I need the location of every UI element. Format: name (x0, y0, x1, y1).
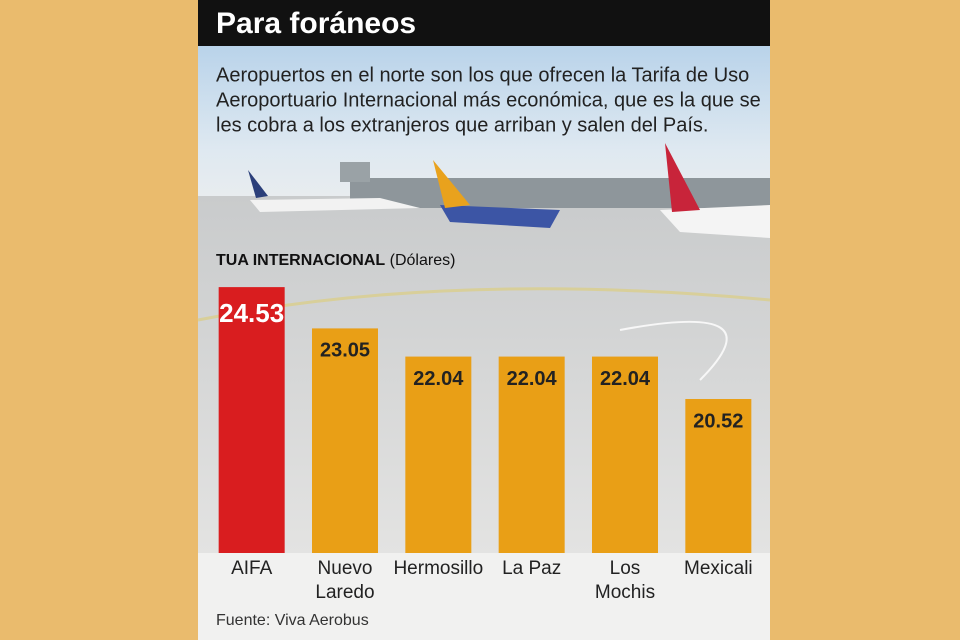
value-label: 22.04 (600, 368, 651, 390)
bar (312, 328, 378, 553)
value-label: 22.04 (413, 368, 464, 390)
intro-line: Aeroportuario Internacional más económic… (216, 89, 761, 111)
category-label: Mexicali (684, 558, 753, 579)
header-title: Para foráneos (216, 7, 416, 40)
category-label: AIFA (231, 558, 273, 579)
plane (250, 198, 420, 212)
tarmac (198, 196, 770, 553)
chart-title: TUA INTERNACIONAL (Dólares) (216, 252, 455, 269)
value-label: 20.52 (693, 410, 743, 432)
bar (405, 356, 472, 553)
category-label: Hermosillo (393, 558, 484, 579)
plane (660, 205, 770, 238)
tail (248, 170, 268, 198)
footer-band (198, 553, 770, 640)
category-label: Nuevo Laredo (315, 558, 375, 603)
value-label: 23.05 (320, 340, 370, 362)
intro-line: Aeropuertos en el norte son los que ofre… (216, 64, 749, 86)
bar (592, 356, 658, 553)
tail (665, 143, 700, 212)
value-label: 24.53 (219, 298, 284, 328)
source: Fuente: Viva Aerobus (216, 612, 369, 629)
bar (498, 356, 565, 553)
category-label: Los Mochis (594, 558, 656, 603)
intro-line: les cobra a los extranjeros que arriban … (216, 114, 709, 136)
tower (340, 162, 370, 182)
chart-title-main: TUA INTERNACIONAL (216, 252, 385, 269)
terminal (350, 178, 770, 208)
plane (440, 205, 560, 228)
taxi-line (619, 320, 728, 381)
chart-unit: (Dólares) (390, 252, 456, 269)
bar (685, 398, 752, 553)
value-label: 22.04 (507, 368, 558, 390)
tail (433, 160, 470, 208)
category-label: La Paz (502, 558, 562, 579)
header-bar (198, 0, 770, 46)
bar (218, 287, 285, 553)
